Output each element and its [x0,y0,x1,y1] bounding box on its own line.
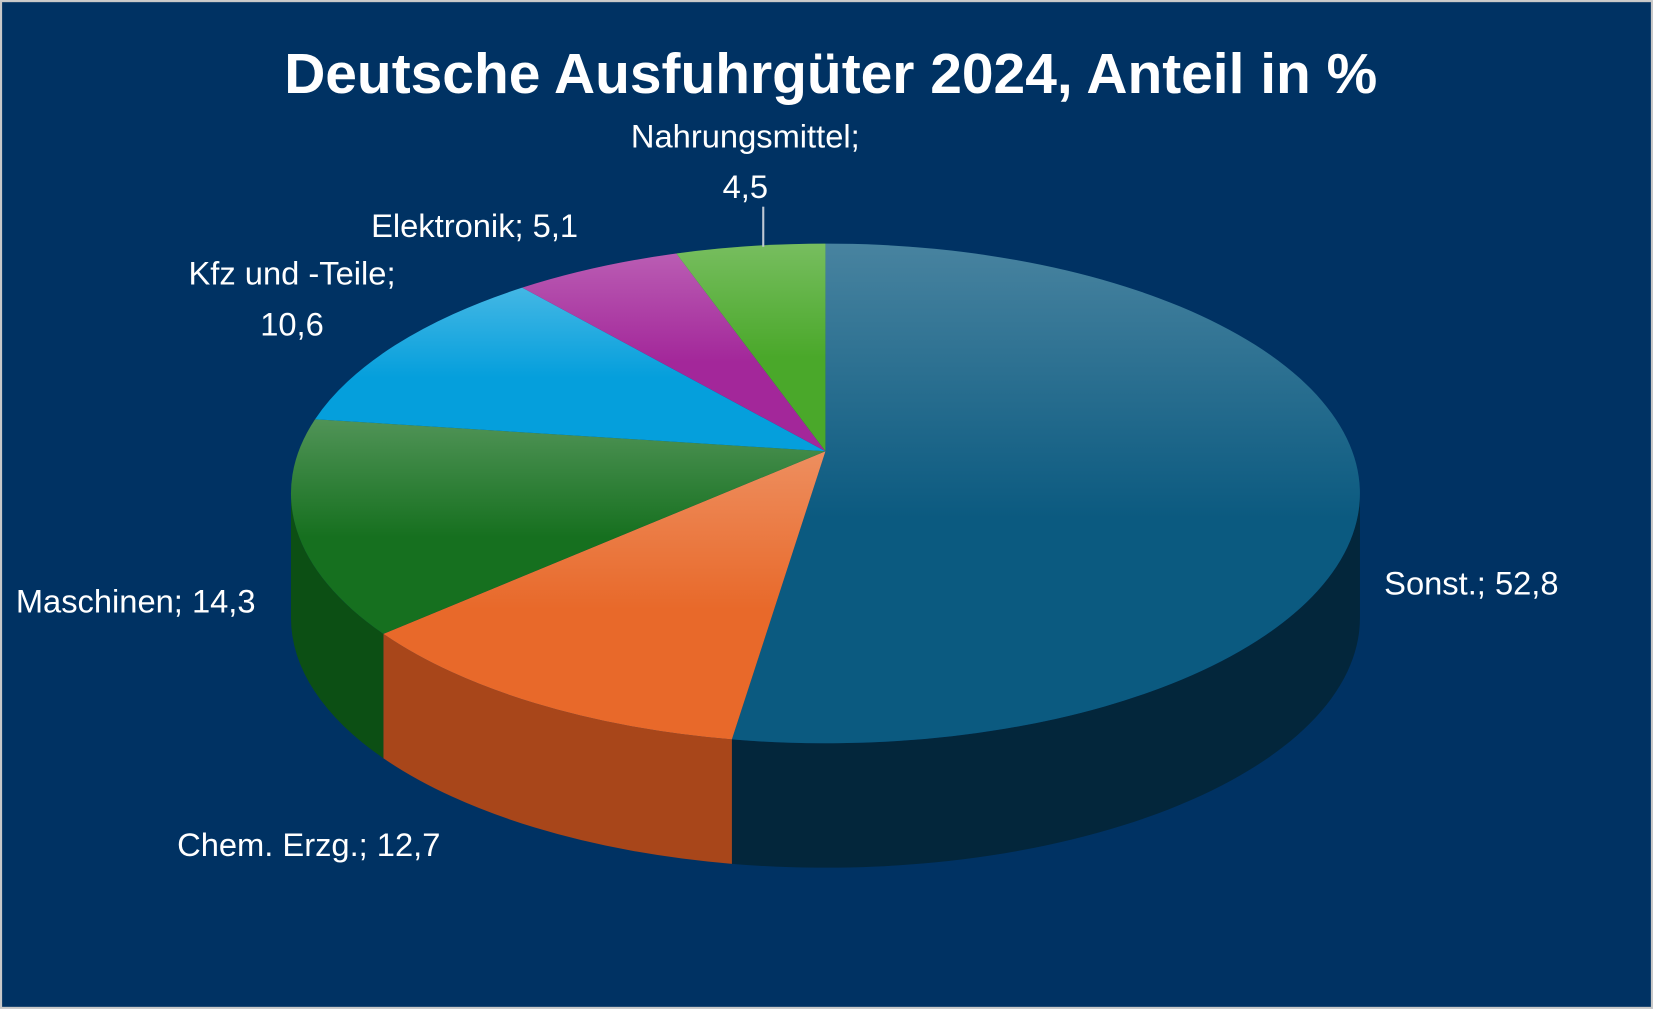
slice-highlight-maschinen [290,419,826,634]
label-kfz-line1: Kfz und -Teile; [189,255,396,292]
slice-side-chem-erzg [383,633,732,864]
label-maschinen: Maschinen; 14,3 [16,583,256,620]
slice-highlight-sonst [731,243,1360,744]
chart-title: Deutsche Ausfuhrgüter 2024, Anteil in % [284,42,1377,106]
label-chem: Chem. Erzg.; 12,7 [177,826,440,863]
slice-side-maschinen [290,493,384,759]
slice-highlight-elektronik [522,253,826,452]
slice-highlight-chem-erzg [383,451,826,740]
slice-highlight-kfz-und-teile [315,287,826,452]
label-nahrungsmittel-line2: 4,5 [723,168,768,205]
label-sonst: Sonst.; 52,8 [1384,565,1558,602]
slice-highlight-nahrungsmittel [676,243,826,452]
label-kfz-line2: 10,6 [260,305,324,342]
label-nahrungsmittel-line1: Nahrungsmittel; [631,118,860,155]
label-elektronik: Elektronik; 5,1 [371,207,578,244]
slice-side-sonst [731,493,1360,868]
